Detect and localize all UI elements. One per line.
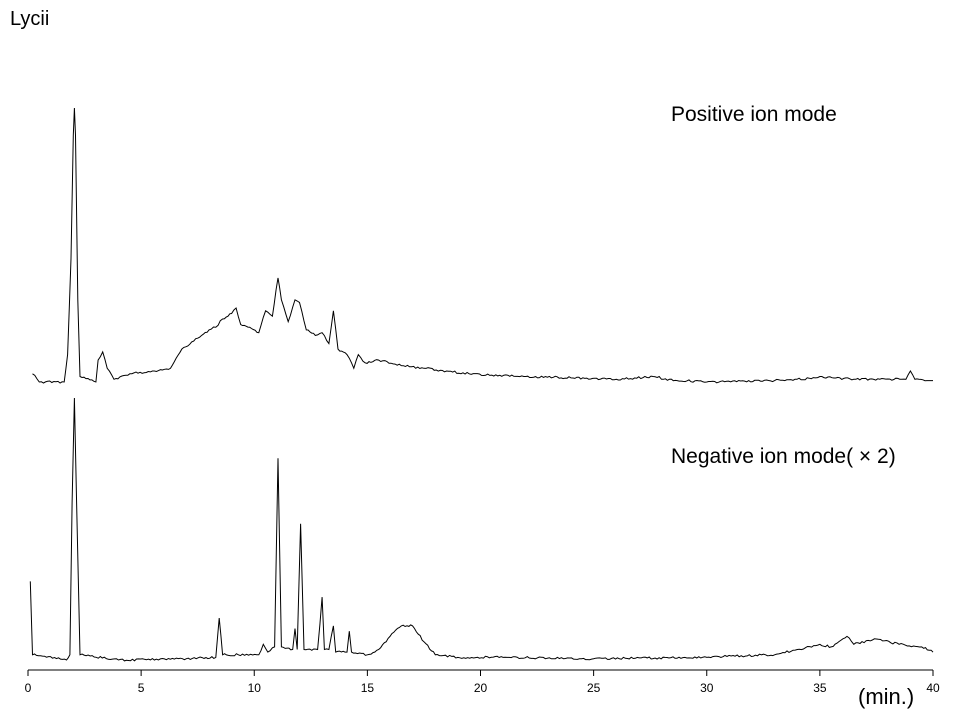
x-ticks-group: 0 5 10 15 20 25 30 35 40 (25, 670, 940, 695)
x-tick-label: 0 (25, 681, 32, 695)
negative-trace (29, 397, 934, 662)
x-tick-label: 35 (813, 681, 827, 695)
x-tick-label: 20 (474, 681, 488, 695)
series-label-negative: Negative ion mode( × 2) (671, 445, 896, 468)
x-tick-label: 5 (138, 681, 145, 695)
x-tick-label: 10 (248, 681, 262, 695)
x-tick-label: 40 (926, 681, 940, 695)
x-tick-label: 30 (700, 681, 714, 695)
x-tick-label: 25 (587, 681, 601, 695)
series-label-positive: Positive ion mode (671, 103, 837, 126)
positive-trace (32, 107, 933, 384)
chart-title: Lycii (10, 8, 50, 30)
x-tick-label: 15 (361, 681, 375, 695)
traces-group (29, 107, 934, 662)
x-axis-label: (min.) (858, 684, 915, 709)
